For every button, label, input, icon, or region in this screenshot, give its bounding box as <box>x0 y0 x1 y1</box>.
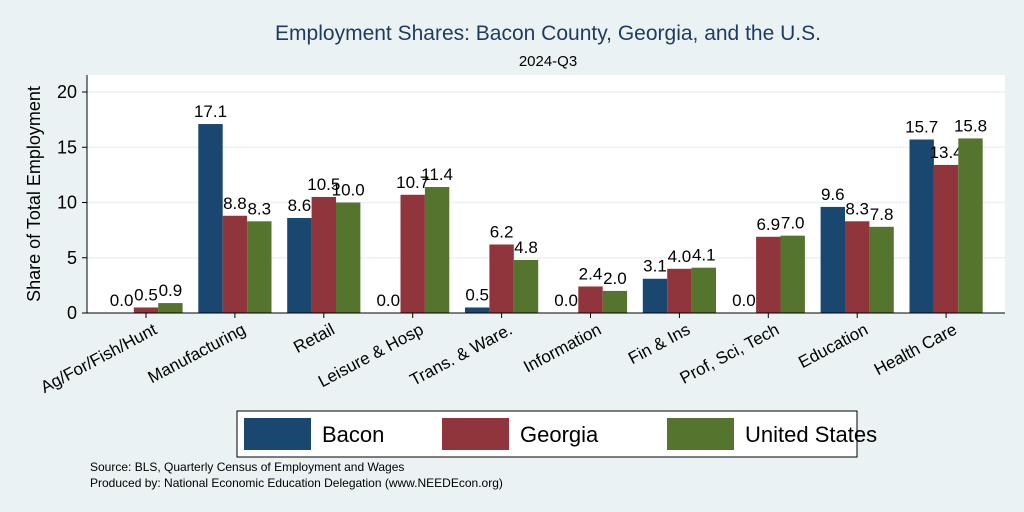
bar-united-states <box>780 235 805 313</box>
data-label: 0.0 <box>554 291 578 310</box>
source-note: Source: BLS, Quarterly Census of Employm… <box>90 460 404 474</box>
data-label: 15.7 <box>905 118 938 137</box>
bar-georgia <box>845 221 870 313</box>
data-label: 0.0 <box>376 291 400 310</box>
data-label: 8.3 <box>247 199 271 218</box>
legend-label: Bacon <box>322 422 384 447</box>
legend-label: Georgia <box>520 422 599 447</box>
legend-swatch <box>442 418 509 450</box>
data-label: 8.3 <box>845 199 869 218</box>
legend <box>236 410 858 458</box>
y-tick-label: 5 <box>67 248 77 268</box>
bar-georgia <box>756 236 781 313</box>
data-label: 7.8 <box>870 205 894 224</box>
data-label: 13.4 <box>930 143 963 162</box>
legend-label: United States <box>745 422 877 447</box>
x-tick-label: Fin & Ins <box>625 320 693 368</box>
bar-bacon <box>198 124 223 313</box>
y-axis-label: Share of Total Employment <box>24 86 44 302</box>
data-label: 0.5 <box>465 285 489 304</box>
bar-georgia <box>489 244 514 313</box>
legend-swatch <box>667 418 734 450</box>
bar-bacon <box>642 278 668 313</box>
data-label: 10.0 <box>332 181 365 200</box>
data-label: 6.2 <box>490 222 514 241</box>
data-label: 3.1 <box>643 257 667 276</box>
bar-georgia <box>667 268 692 313</box>
data-label: 8.6 <box>288 196 312 215</box>
bar-bacon <box>820 206 845 313</box>
y-tick-label: 15 <box>57 137 77 157</box>
data-label: 0.9 <box>159 281 183 300</box>
bar-bacon <box>465 307 490 313</box>
data-label: 11.4 <box>421 165 453 184</box>
data-label: 0.5 <box>134 285 158 304</box>
bar-united-states <box>336 202 361 313</box>
y-tick-label: 20 <box>57 82 77 102</box>
x-tick-label: Prof, Sci, Tech <box>677 320 782 388</box>
bar-united-states <box>158 303 183 313</box>
bar-united-states <box>691 267 716 313</box>
bar-bacon <box>287 217 312 313</box>
data-label: 10.5 <box>307 175 340 194</box>
data-label: 4.8 <box>514 238 538 257</box>
chart-title: Employment Shares: Bacon County, Georgia… <box>275 22 821 45</box>
data-label: 4.1 <box>692 246 716 265</box>
data-label: 0.0 <box>110 291 134 310</box>
bar-united-states <box>424 187 450 313</box>
bar-georgia <box>222 215 248 313</box>
y-tick-label: 10 <box>57 193 77 213</box>
bar-georgia <box>400 194 425 313</box>
x-tick-label: Education <box>795 320 871 372</box>
data-label: 2.0 <box>603 269 627 288</box>
x-tick-label: Manufacturing <box>145 320 249 387</box>
bar-united-states <box>602 290 628 313</box>
bar-georgia <box>933 164 959 313</box>
x-tick-label: Ag/For/Fish/Hunt <box>37 320 160 397</box>
data-label: 4.0 <box>668 247 692 266</box>
data-label: 2.4 <box>579 264 603 283</box>
bar-georgia <box>311 196 336 313</box>
x-tick-label: Health Care <box>871 320 960 379</box>
data-label: 7.0 <box>781 214 805 233</box>
data-label: 9.6 <box>821 185 845 204</box>
data-label: 8.8 <box>223 194 247 213</box>
bar-georgia <box>133 307 159 313</box>
bar-united-states <box>958 138 983 313</box>
bar-united-states <box>247 221 272 313</box>
data-label: 6.9 <box>756 215 780 234</box>
x-tick-label: Information <box>520 320 604 377</box>
bar-united-states <box>869 226 894 313</box>
data-label: 0.0 <box>732 291 756 310</box>
x-tick-label: Retail <box>290 320 337 357</box>
chart-subtitle: 2024-Q3 <box>519 53 577 70</box>
produced-by-note: Produced by: National Economic Education… <box>90 476 503 490</box>
bar-united-states <box>513 259 539 313</box>
data-label: 10.7 <box>396 173 429 192</box>
y-tick-label: 0 <box>67 303 77 323</box>
data-label: 15.8 <box>954 116 987 135</box>
bar-georgia <box>578 286 603 313</box>
legend-swatch <box>244 418 311 450</box>
bar-bacon <box>909 139 934 313</box>
data-label: 17.1 <box>194 102 227 121</box>
